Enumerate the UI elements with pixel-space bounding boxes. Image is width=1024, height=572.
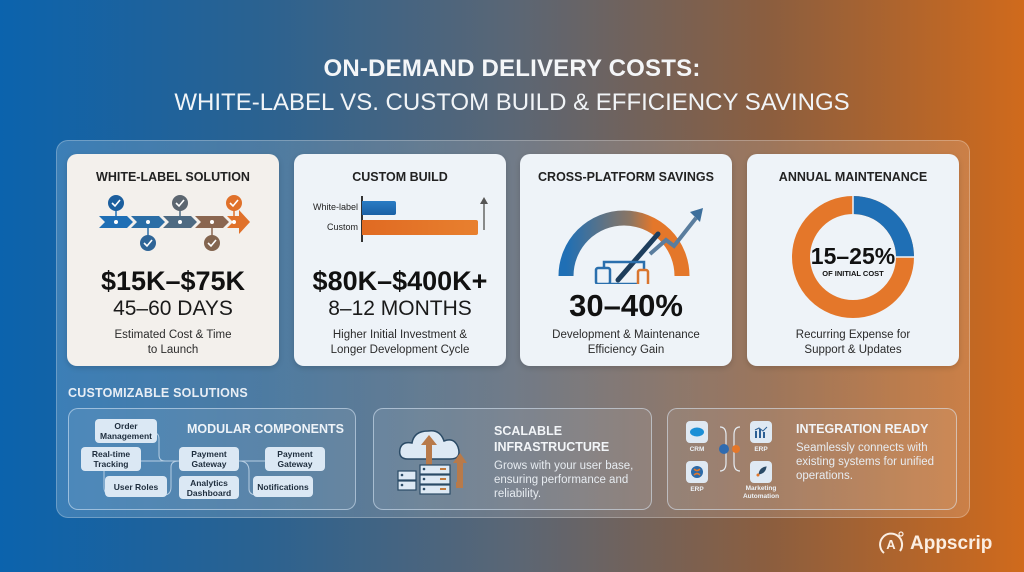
cost-range: $15K–$75K — [100, 266, 246, 296]
integration-desc-2: existing systems for unified — [796, 456, 935, 468]
svg-text:A: A — [886, 537, 896, 552]
page-header: ON-DEMAND DELIVERY COSTS: WHITE-LABEL VS… — [0, 54, 1024, 120]
card-annual-maintenance: ANNUAL MAINTENANCE 15–25% OF INITIAL COS… — [747, 154, 959, 366]
erp-label-bottom: ERP — [690, 486, 704, 493]
card-white-label: WHITE-LABEL SOLUTION $15K–$75K 45–60 DAY… — [67, 154, 279, 366]
gauge-devices-icon — [558, 208, 703, 284]
donut-chart-icon — [792, 196, 914, 318]
page-title: ON-DEMAND DELIVERY COSTS: — [323, 55, 701, 82]
scalable-title-1: SCALABLE — [494, 424, 563, 438]
marketing-label-1: Marketing — [745, 485, 777, 492]
cost-range: $80K–$400K+ — [312, 266, 488, 296]
brand-name: Appscrip — [910, 533, 993, 554]
scalable-desc-3: reliability. — [494, 488, 542, 500]
maintenance-caption: OF INITIAL COST — [822, 269, 884, 278]
appscrip-logo-icon: A — [879, 531, 904, 554]
card-description-1: Estimated Cost & Time — [114, 329, 232, 341]
up-arrow-icon — [480, 197, 488, 230]
card-title: CROSS-PLATFORM SAVINGS — [538, 170, 714, 184]
chip-analytics-dashboard[interactable]: Analytics Dashboard — [179, 476, 239, 499]
chip-payment-gateway-right[interactable]: Payment Gateway — [265, 447, 325, 471]
integration-desc-1: Seamlessly connects with — [796, 442, 928, 454]
card-custom-build: CUSTOM BUILD White-label Custom $80K–$40… — [294, 154, 506, 366]
card-description-2: to Launch — [147, 344, 199, 356]
chip-notifications[interactable]: Notifications — [253, 476, 313, 497]
timeline-checkpoints-icon — [99, 195, 250, 251]
card-title: WHITE-LABEL SOLUTION — [96, 170, 250, 184]
bar-white-label — [362, 201, 396, 215]
scalable-infrastructure-box: SCALABLE INFRASTRUCTURE Grows with your … — [373, 408, 652, 510]
chip-realtime-tracking[interactable]: Real-time Tracking — [81, 447, 141, 471]
chip-payment-gateway-center[interactable]: Payment Gateway — [179, 447, 239, 471]
crm-label: CRM — [689, 446, 705, 453]
card-cross-platform: CROSS-PLATFORM SAVINGS 30–40% Developmen… — [520, 154, 732, 366]
integration-title: INTEGRATION READY — [796, 422, 929, 436]
time-range: 8–12 MONTHS — [328, 297, 472, 320]
card-description-1: Development & Maintenance — [552, 329, 700, 341]
modular-components-title: MODULAR COMPONENTS — [187, 422, 344, 436]
time-range: 45–60 DAYS — [113, 297, 233, 320]
card-description-2: Longer Development Cycle — [330, 344, 470, 356]
scalable-desc-2: ensuring performance and — [494, 474, 629, 486]
integration-desc-3: operations. — [796, 470, 853, 482]
card-title: ANNUAL MAINTENANCE — [778, 170, 928, 184]
erp-brain-icon — [686, 461, 708, 483]
rocket-icon — [750, 461, 772, 483]
crm-icon — [686, 421, 708, 443]
integration-ready-box: CRM ERP ERP Marketing Automation INTEGRA… — [667, 408, 957, 510]
integration-connectors — [719, 426, 741, 472]
card-title: CUSTOM BUILD — [352, 170, 448, 184]
card-description-1: Higher Initial Investment & — [332, 329, 468, 341]
bar-label-custom: Custom — [326, 222, 358, 232]
card-description-2: Support & Updates — [804, 344, 902, 356]
scalable-title-2: INFRASTRUCTURE — [494, 440, 610, 454]
card-description-2: Efficiency Gain — [587, 344, 665, 356]
bar-custom — [362, 220, 478, 235]
marketing-label-2: Automation — [742, 493, 780, 500]
brand-logo: A Appscrip — [876, 529, 992, 559]
section-label-customizable: CUSTOMIZABLE SOLUTIONS — [68, 386, 248, 400]
bar-label-white-label: White-label — [312, 202, 358, 212]
modular-components-box: MODULAR COMPONENTS Order Management Real… — [68, 408, 356, 510]
axis-line — [361, 196, 363, 242]
chip-order-management[interactable]: Order Management — [95, 419, 157, 443]
card-description-1: Recurring Expense for — [795, 329, 911, 341]
cloud-server-icon — [397, 429, 467, 495]
savings-percentage: 30–40% — [569, 288, 683, 323]
erp-chart-icon — [750, 421, 772, 443]
erp-label-top: ERP — [754, 446, 768, 453]
chip-user-roles[interactable]: User Roles — [105, 476, 167, 497]
maintenance-percentage: 15–25% — [810, 243, 896, 269]
page-subtitle: WHITE-LABEL VS. CUSTOM BUILD & EFFICIENC… — [174, 89, 850, 116]
scalable-desc-1: Grows with your user base, — [494, 460, 634, 472]
